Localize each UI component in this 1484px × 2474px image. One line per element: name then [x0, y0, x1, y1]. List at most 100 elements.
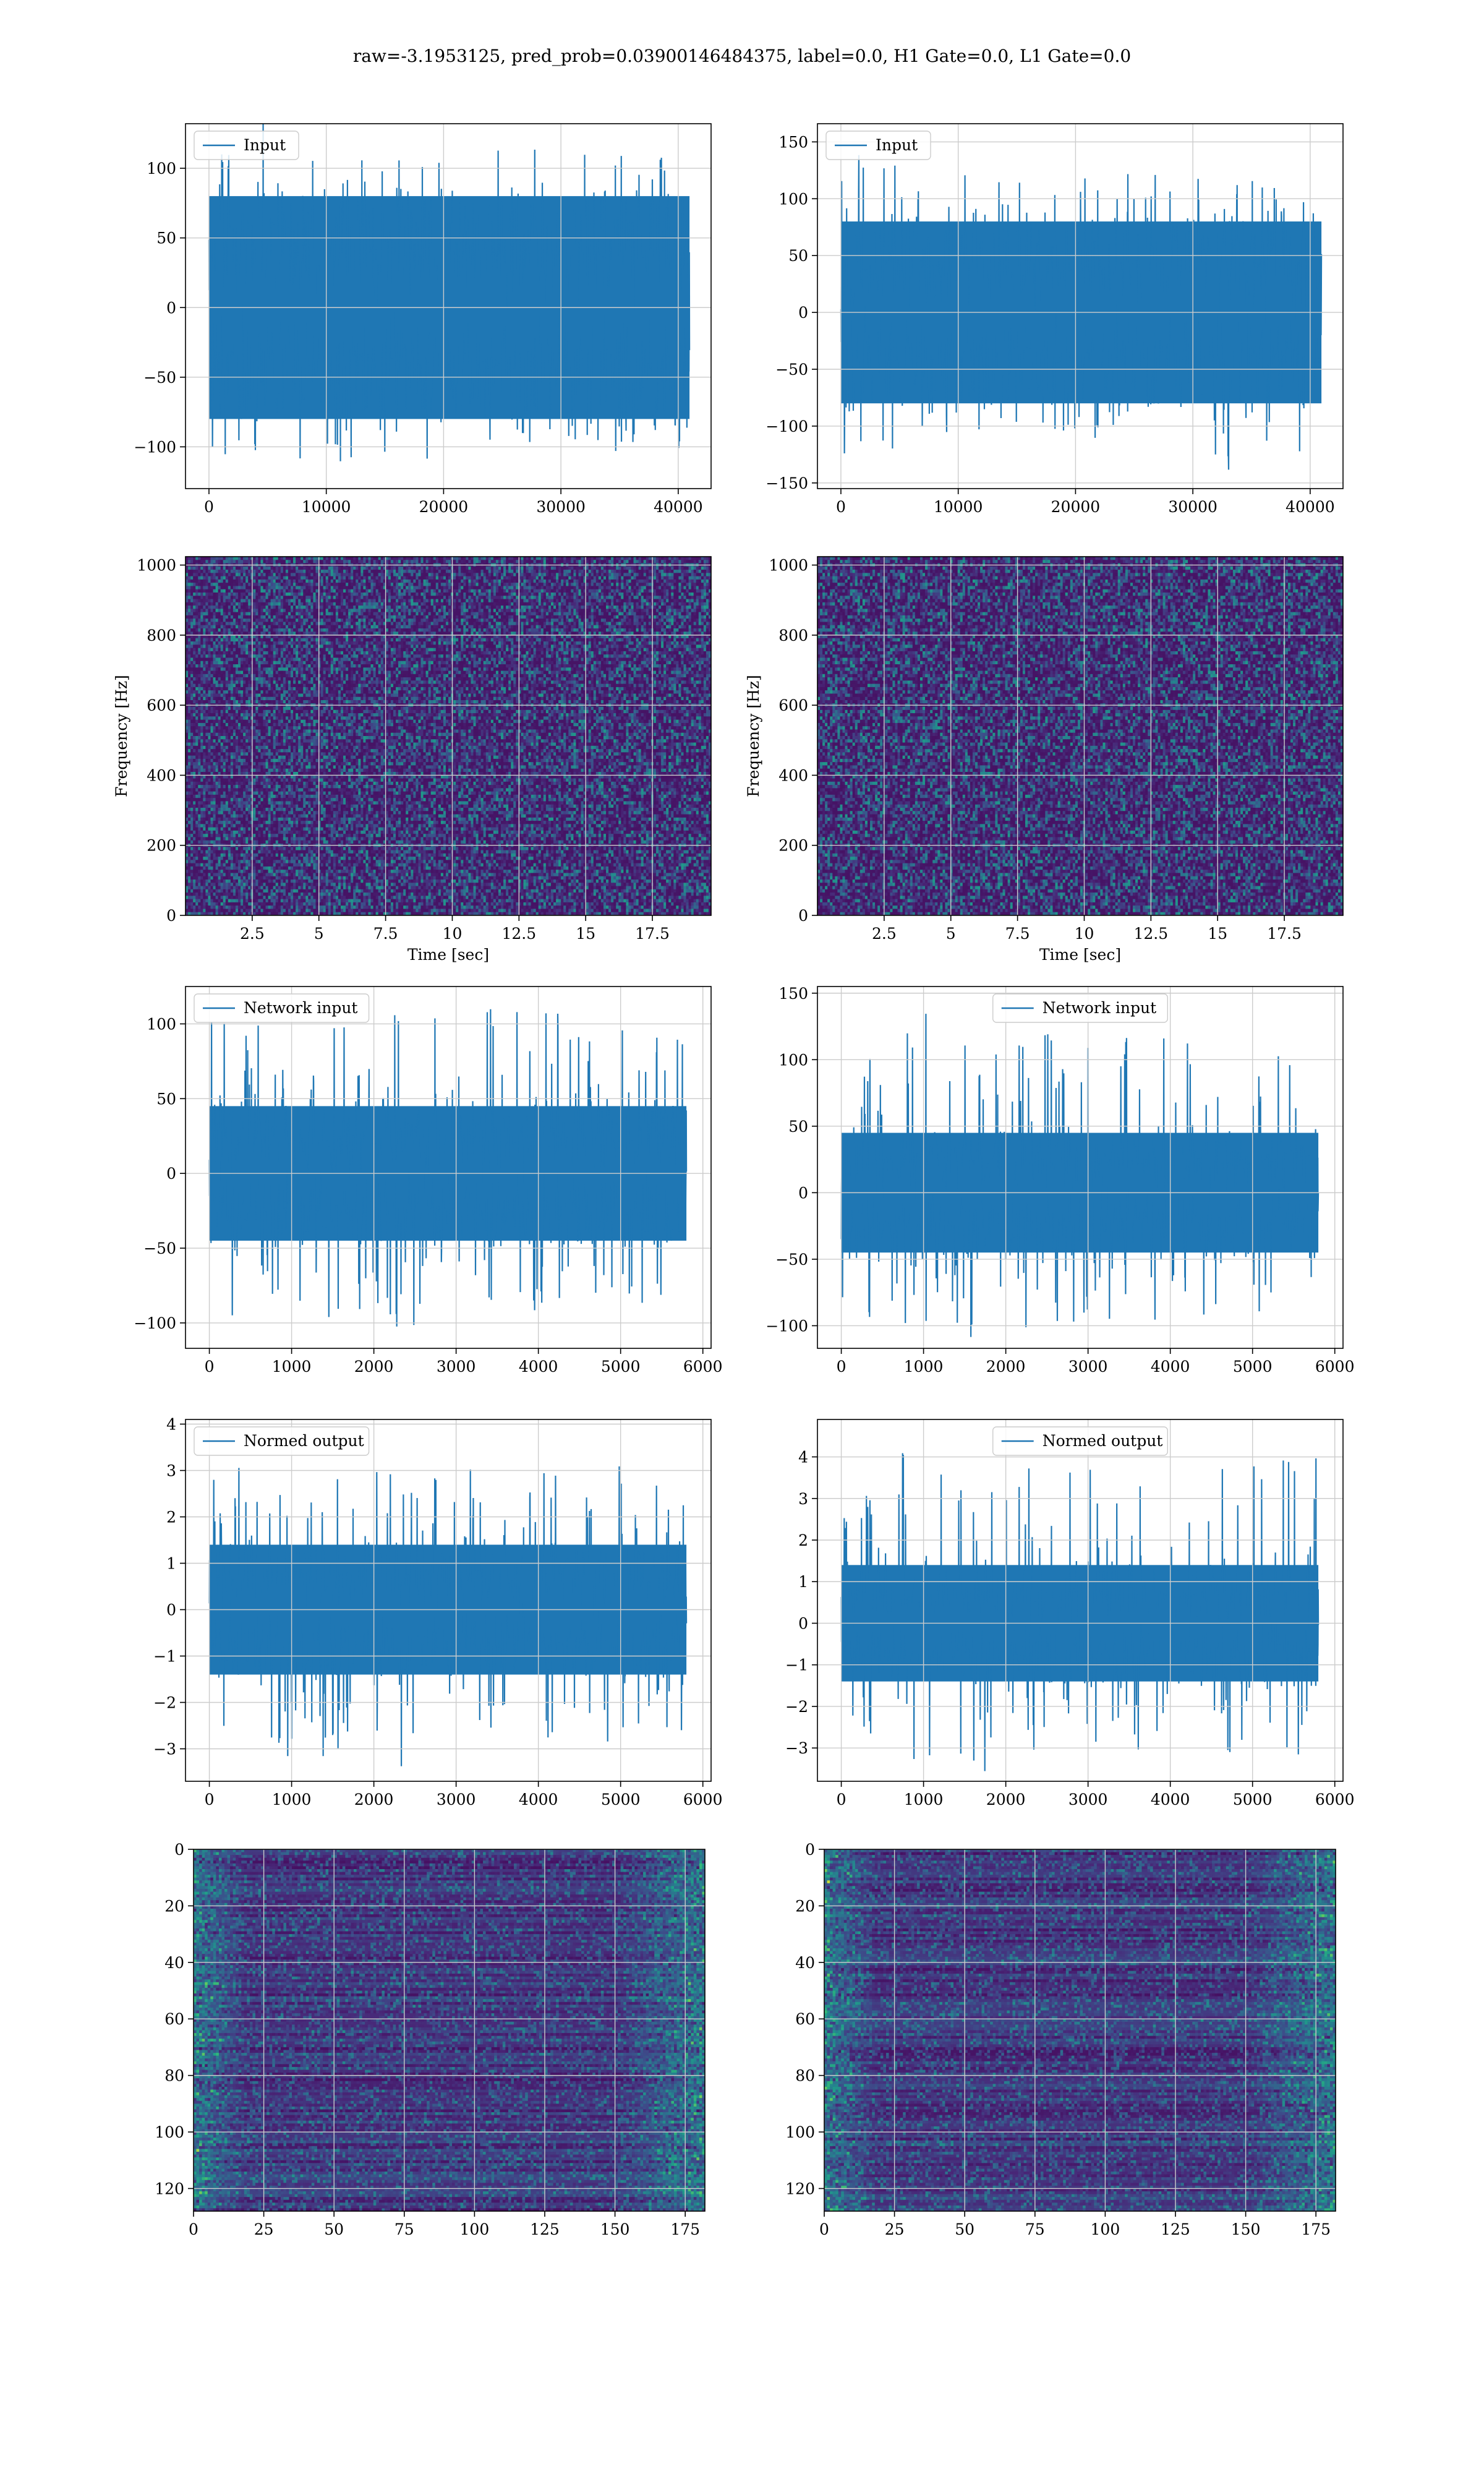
- l1-normed-output-axes: 0 1000 2000 3000 4000 5000 6000−3−2−101234Norm…: [785, 1419, 1354, 1808]
- y-tick-label: 120: [155, 2180, 184, 2198]
- x-tick-label: 25: [885, 2220, 905, 2238]
- x-tick-label: 1000: [272, 1791, 312, 1808]
- y-tick-label: 0: [805, 1841, 815, 1859]
- y-tick-label: 200: [778, 837, 808, 855]
- x-tick-label: 6000: [1315, 1791, 1355, 1808]
- y-tick-label: 40: [795, 1954, 815, 1972]
- x-tick-label: 50: [324, 2220, 344, 2238]
- y-tick-label: −3: [785, 1739, 808, 1757]
- y-tick-label: 0: [166, 1601, 176, 1619]
- x-tick-label: 7.5: [1005, 925, 1030, 943]
- y-tick-label: 4: [798, 1449, 808, 1466]
- legend-label: Network input: [1043, 999, 1156, 1017]
- y-tick-label: 0: [798, 1614, 808, 1632]
- y-tick-label: 1: [166, 1555, 176, 1573]
- y-tick-label: 2: [166, 1509, 176, 1526]
- x-tick-label: 4000: [1151, 1791, 1190, 1808]
- legend-label: Input: [876, 136, 918, 154]
- x-tick-label: 25: [254, 2220, 274, 2238]
- y-tick-label: 20: [164, 1897, 184, 1915]
- x-tick-label: 75: [394, 2220, 414, 2238]
- l1-cqt-image: [824, 1849, 1336, 2212]
- y-tick-label: 1: [798, 1573, 808, 1591]
- legend-label: Input: [244, 136, 286, 154]
- y-tick-label: −100: [134, 1314, 176, 1332]
- x-tick-label: 5000: [601, 1791, 641, 1808]
- y-tick-label: 100: [155, 2123, 184, 2141]
- y-tick-label: −2: [785, 1698, 808, 1716]
- x-tick-label: 1000: [272, 1358, 312, 1376]
- x-tick-label: 2000: [354, 1358, 394, 1376]
- y-tick-label: 50: [788, 1118, 808, 1136]
- y-tick-label: 1000: [137, 557, 176, 575]
- x-tick-label: 12.5: [1134, 925, 1169, 943]
- l1-normed-output-series-line: [842, 1453, 1319, 1771]
- y-tick-label: 80: [164, 2067, 184, 2085]
- l1-network-input-legend: Network input: [993, 994, 1168, 1022]
- figure-title: raw=-3.1953125, pred_prob=0.039001464843…: [353, 46, 1131, 66]
- l1-spectrogram-axes: 2.5 5 7.5 10 12.5 15 17.502004006008001000Time…: [744, 557, 1344, 964]
- y-tick-label: 20: [795, 1897, 815, 1915]
- y-tick-label: 150: [778, 985, 808, 1003]
- x-tick-label: 12.5: [502, 925, 537, 943]
- h1-normed-output-axes: 0 1000 2000 3000 4000 5000 6000−3−2−101234Norm…: [153, 1416, 722, 1809]
- axes-container: 0 10000 20000 30000 40000−100−50050100Input0…: [113, 121, 1355, 2238]
- y-tick-label: 200: [147, 837, 176, 855]
- y-tick-label: −1: [785, 1656, 808, 1674]
- h1-spectrogram-ylabel: Frequency [Hz]: [113, 675, 130, 797]
- x-tick-label: 4000: [1151, 1358, 1190, 1376]
- x-tick-label: 0: [205, 1791, 215, 1808]
- y-tick-label: 120: [785, 2180, 815, 2198]
- x-tick-label: 150: [1231, 2220, 1261, 2238]
- x-tick-label: 2000: [354, 1791, 394, 1808]
- y-tick-label: 800: [147, 627, 176, 644]
- y-tick-label: 50: [156, 229, 176, 247]
- x-tick-label: 10000: [302, 498, 351, 516]
- x-tick-label: 100: [460, 2220, 490, 2238]
- x-tick-label: 0: [189, 2220, 198, 2238]
- x-tick-label: 2.5: [240, 925, 265, 943]
- x-tick-label: 7.5: [373, 925, 398, 943]
- x-tick-label: 10000: [934, 498, 983, 516]
- h1-cqt-image: [194, 1849, 706, 2212]
- y-tick-label: 800: [778, 627, 808, 644]
- x-tick-label: 5000: [1233, 1791, 1273, 1808]
- x-tick-label: 0: [837, 1791, 846, 1808]
- x-tick-label: 15: [576, 925, 595, 943]
- x-tick-label: 4000: [519, 1791, 558, 1808]
- y-tick-label: 2: [798, 1531, 808, 1549]
- x-tick-label: 6000: [1315, 1358, 1355, 1376]
- x-tick-label: 0: [205, 1358, 215, 1376]
- x-tick-label: 5000: [601, 1358, 641, 1376]
- x-tick-label: 125: [1161, 2220, 1190, 2238]
- x-tick-label: 6000: [683, 1358, 723, 1376]
- x-tick-label: 5: [314, 925, 324, 943]
- y-tick-label: 100: [147, 160, 176, 178]
- x-tick-label: 0: [204, 498, 214, 516]
- l1-normed-output-legend: Normed output: [993, 1427, 1168, 1455]
- y-tick-label: 50: [788, 247, 808, 265]
- x-tick-label: 20000: [419, 498, 469, 516]
- y-tick-label: 0: [174, 1841, 184, 1859]
- y-tick-label: 3: [166, 1462, 176, 1480]
- x-tick-label: 17.5: [635, 925, 670, 943]
- x-tick-label: 5: [946, 925, 956, 943]
- x-tick-label: 2000: [986, 1358, 1026, 1376]
- x-tick-label: 40000: [654, 498, 703, 516]
- h1-normed-output-series-line: [210, 1466, 687, 1766]
- y-tick-label: 600: [778, 696, 808, 714]
- y-tick-label: 150: [778, 133, 808, 151]
- x-tick-label: 75: [1025, 2220, 1045, 2238]
- x-tick-label: 50: [955, 2220, 974, 2238]
- x-tick-label: 3000: [437, 1791, 476, 1808]
- y-tick-label: −50: [143, 369, 176, 387]
- y-tick-label: −150: [765, 474, 808, 492]
- x-tick-label: 150: [600, 2220, 630, 2238]
- l1-input-axes: 0 10000 20000 30000 40000−150−100−5005010015…: [765, 124, 1343, 516]
- y-tick-label: −100: [134, 438, 176, 456]
- h1-network-input-legend: Network input: [194, 994, 369, 1022]
- x-tick-label: 0: [836, 498, 846, 516]
- x-tick-label: 30000: [536, 498, 586, 516]
- x-tick-label: 1000: [904, 1358, 944, 1376]
